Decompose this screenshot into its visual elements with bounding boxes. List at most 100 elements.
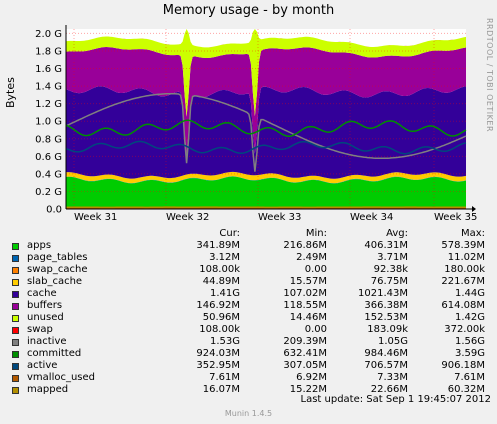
legend-avg: 984.46M — [364, 348, 408, 359]
x-tick-label: Week 35 — [434, 212, 477, 223]
legend-swatch — [12, 327, 19, 334]
area-apps — [66, 176, 466, 209]
x-tick-label: Week 34 — [350, 212, 393, 223]
legend-cur: 7.61M — [209, 372, 240, 383]
legend-max: 578.39M — [441, 240, 485, 251]
legend-avg: 76.75M — [370, 276, 408, 287]
legend-cur: 3.12M — [209, 252, 240, 263]
line-committed — [65, 119, 467, 137]
x-tick-label: Week 31 — [74, 212, 117, 223]
col-header-cur: Cur: — [219, 228, 240, 239]
legend-min: 107.02M — [283, 288, 327, 299]
legend-max: 1.42G — [454, 312, 485, 323]
legend-name: vmalloc_used — [27, 372, 96, 383]
legend-min: 15.22M — [289, 384, 327, 395]
legend-swatch — [12, 267, 19, 274]
legend-swatch — [12, 291, 19, 298]
legend-avg: 183.09k — [367, 324, 408, 335]
legend-name: page_tables — [27, 252, 88, 263]
legend-avg: 1.05G — [377, 336, 408, 347]
y-tick-label: 0.8 G — [35, 134, 62, 145]
y-tick-label: 1.4 G — [35, 82, 62, 93]
y-tick-label: 0.6 G — [35, 152, 62, 163]
legend-cur: 341.89M — [196, 240, 240, 251]
legend-name: mapped — [27, 384, 69, 395]
y-tick-label: 0.2 G — [35, 187, 62, 198]
legend-max: 180.00k — [444, 264, 485, 275]
legend-max: 221.67M — [441, 276, 485, 287]
legend-min: 0.00 — [304, 264, 327, 275]
legend-avg: 366.38M — [364, 300, 408, 311]
last-update: Last update: Sat Sep 1 19:45:07 2012 — [300, 394, 491, 405]
y-tick-label: 1.0 G — [35, 117, 62, 128]
legend-min: 307.05M — [283, 360, 327, 371]
legend-name: unused — [27, 312, 64, 323]
legend-name: inactive — [27, 336, 67, 347]
legend-avg: 22.66M — [370, 384, 408, 395]
legend-row-active: active 352.95M 307.05M 706.57M 906.18M — [12, 360, 492, 373]
legend-min: 2.49M — [296, 252, 327, 263]
legend-cur: 1.41G — [209, 288, 240, 299]
memory-area-chart: 0.0 0.2 G 0.4 G 0.6 G 0.8 G 1.0 G 1.2 G 1.4 G 1.… — [35, 25, 477, 223]
legend-swatch — [12, 243, 19, 250]
legend-name: active — [27, 360, 58, 371]
legend-min: 0.00 — [304, 324, 327, 335]
y-tick-label: 0.0 — [46, 205, 62, 216]
legend-max: 372.00k — [444, 324, 485, 335]
legend-cur: 924.03M — [196, 348, 240, 359]
legend-cur: 50.96M — [202, 312, 240, 323]
y-tick-label: 1.2 G — [35, 99, 62, 110]
y-tick-label: 1.8 G — [35, 46, 62, 57]
x-tick-label: Week 33 — [258, 212, 301, 223]
legend-swatch — [12, 279, 19, 286]
legend-max: 11.02M — [447, 252, 485, 263]
legend-row-slab-cache: slab_cache 44.89M 15.57M 76.75M 221.67M — [12, 276, 492, 289]
legend-row-swap-cache: swap_cache 108.00k 0.00 92.38k 180.00k — [12, 264, 492, 277]
version-label: Munin 1.4.5 — [224, 409, 273, 418]
legend-max: 614.08M — [441, 300, 485, 311]
legend-min: 216.86M — [283, 240, 327, 251]
legend-name: committed — [27, 348, 82, 359]
y-tick-label: 0.4 G — [35, 169, 62, 180]
legend-min: 15.57M — [289, 276, 327, 287]
legend-row-committed: committed 924.03M 632.41M 984.46M 3.59G — [12, 348, 492, 361]
legend-swatch — [12, 339, 19, 346]
legend-avg: 7.33M — [377, 372, 408, 383]
legend-swatch — [12, 303, 19, 310]
legend-row-apps: apps 341.89M 216.86M 406.31M 578.39M — [12, 240, 492, 253]
legend-min: 632.41M — [283, 348, 327, 359]
legend-name: cache — [27, 288, 57, 299]
legend-min: 209.39M — [283, 336, 327, 347]
legend-min: 118.55M — [283, 300, 327, 311]
line-active — [65, 140, 467, 155]
legend-cur: 1.53G — [209, 336, 240, 347]
legend-name: apps — [27, 240, 52, 251]
legend-swatch — [12, 387, 19, 394]
col-header-min: Min: — [305, 228, 327, 239]
col-header-avg: Avg: — [386, 228, 408, 239]
legend-avg: 152.53M — [364, 312, 408, 323]
legend-cur: 16.07M — [202, 384, 240, 395]
legend-cur: 44.89M — [202, 276, 240, 287]
y-tick-label: 1.6 G — [35, 64, 62, 75]
legend-name: swap — [27, 324, 53, 335]
legend-swatch — [12, 363, 19, 370]
chart-title: Memory usage - by month — [162, 3, 335, 18]
legend-row-inactive: inactive 1.53G 209.39M 1.05G 1.56G — [12, 336, 492, 349]
area-cache — [66, 86, 466, 179]
legend-max: 1.56G — [454, 336, 485, 347]
legend-max: 1.44G — [454, 288, 485, 299]
legend-avg: 1021.43M — [358, 288, 408, 299]
legend-swatch — [12, 375, 19, 382]
legend-min: 14.46M — [289, 312, 327, 323]
area-buffers — [66, 47, 466, 154]
legend-avg: 3.71M — [377, 252, 408, 263]
legend-swatch — [12, 315, 19, 322]
y-tick-label: 2.0 G — [35, 29, 62, 40]
legend-row-vmalloc-used: vmalloc_used 7.61M 6.92M 7.33M 7.61M — [12, 372, 492, 385]
col-header-max: Max: — [460, 228, 485, 239]
legend-cur: 146.92M — [196, 300, 240, 311]
legend-max: 60.32M — [447, 384, 485, 395]
legend-max: 7.61M — [454, 372, 485, 383]
